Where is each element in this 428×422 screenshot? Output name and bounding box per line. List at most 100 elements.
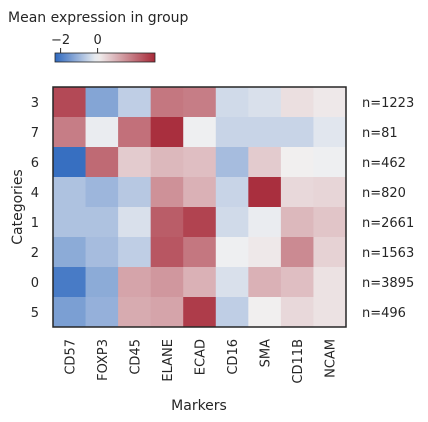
heatmap-cell <box>248 147 282 178</box>
heatmap-cell <box>215 237 249 268</box>
count-label: n=820 <box>362 186 406 201</box>
heatmap-cell <box>248 87 282 118</box>
heatmap-cell <box>53 297 86 328</box>
heatmap-cell <box>118 147 152 178</box>
colorbar <box>54 52 156 63</box>
heatmap-cell <box>85 237 119 268</box>
heatmap-cell <box>150 207 184 238</box>
heatmap-cell <box>53 267 86 298</box>
heatmap-cell <box>183 297 217 328</box>
heatmap-cell <box>85 87 119 118</box>
heatmap-cell <box>85 117 119 148</box>
heatmap-cell <box>248 177 282 208</box>
heatmap-cell <box>215 147 249 178</box>
heatmap-cell <box>248 297 282 328</box>
x-axis-title: Markers <box>171 398 227 414</box>
heatmap-cell <box>118 237 152 268</box>
heatmap-cell <box>118 177 152 208</box>
heatmap-cell <box>215 117 249 148</box>
x-tick-label: CD11B <box>291 339 306 384</box>
heatmap-cell <box>53 147 86 178</box>
colorbar-ticks: −2 0 <box>51 33 102 53</box>
heatmap-cell <box>313 267 347 298</box>
y-tick-label: 5 <box>31 306 39 321</box>
heatmap-cell <box>183 237 217 268</box>
x-tick-label: ECAD <box>194 339 209 375</box>
heatmap-cell <box>118 117 152 148</box>
count-label: n=462 <box>362 156 406 171</box>
x-tick-label: ELANE <box>161 339 176 382</box>
heatmap-cell <box>248 237 282 268</box>
y-tick-label: 3 <box>31 96 39 111</box>
heatmap-cell <box>183 87 217 118</box>
heatmap-cell <box>150 237 184 268</box>
x-tick-label: CD45 <box>128 339 143 375</box>
heatmap-cell <box>150 117 184 148</box>
y-tick-label: 6 <box>31 156 39 171</box>
heatmap-cell <box>280 147 314 178</box>
y-tick-label: 7 <box>31 126 39 141</box>
heatmap-cell <box>248 267 282 298</box>
heatmap-cell <box>53 237 86 268</box>
heatmap-cell <box>183 147 217 178</box>
heatmap-cell <box>280 237 314 268</box>
heatmap-cell <box>53 117 86 148</box>
heatmap-cell <box>248 117 282 148</box>
count-label: n=496 <box>362 306 406 321</box>
count-label: n=2661 <box>362 216 414 231</box>
heatmap-cell <box>313 87 347 118</box>
heatmap-cell <box>118 87 152 118</box>
heatmap-cell <box>85 207 119 238</box>
heatmap-cells <box>53 87 347 328</box>
heatmap-cell <box>280 87 314 118</box>
heatmap-cell <box>118 207 152 238</box>
x-tick-labels: CD57 FOXP3 CD45 ELANE ECAD CD16 SMA CD11B NCAM <box>63 339 338 384</box>
y-tick-label: 1 <box>31 216 39 231</box>
y-tick-label: 4 <box>31 186 39 201</box>
heatmap-cell <box>53 177 86 208</box>
count-label: n=81 <box>362 126 398 141</box>
x-tick-label: CD16 <box>226 339 241 375</box>
heatmap-cell <box>183 177 217 208</box>
heatmap-cell <box>53 207 86 238</box>
y-tick-label: 2 <box>31 246 39 261</box>
colorbar-title: Mean expression in group <box>8 10 189 26</box>
plot-frame <box>52 86 347 328</box>
heatmap-cell <box>313 297 347 328</box>
y-tick-labels: 3 7 6 4 1 2 0 5 <box>31 96 39 321</box>
heatmap-cell <box>313 177 347 208</box>
heatmap-cell <box>280 297 314 328</box>
heatmap-cell <box>118 297 152 328</box>
heatmap-cell <box>150 297 184 328</box>
heatmap-cell <box>215 207 249 238</box>
heatmap-cell <box>53 87 86 118</box>
heatmap-cell <box>183 267 217 298</box>
heatmap-cell <box>150 177 184 208</box>
heatmap-cell <box>85 177 119 208</box>
count-label: n=1563 <box>362 246 414 261</box>
y-tick-label: 0 <box>31 276 39 291</box>
heatmap-cell <box>248 207 282 238</box>
heatmap-cell <box>313 147 347 178</box>
heatmap-cell <box>85 267 119 298</box>
heatmap-cell <box>215 177 249 208</box>
heatmap-cell <box>313 207 347 238</box>
x-tick-label: NCAM <box>324 339 339 378</box>
x-tick-label: CD57 <box>63 339 78 375</box>
heatmap-cell <box>313 237 347 268</box>
heatmap-cell <box>183 207 217 238</box>
heatmap-cell <box>150 87 184 118</box>
heatmap-cell <box>85 297 119 328</box>
count-label: n=1223 <box>362 96 414 111</box>
x-tick-label: SMA <box>259 339 274 367</box>
heatmap-cell <box>183 117 217 148</box>
heatmap-cell <box>280 117 314 148</box>
count-label: n=3895 <box>362 276 414 291</box>
heatmap-cell <box>215 87 249 118</box>
heatmap-cell <box>280 207 314 238</box>
heatmap-cell <box>85 147 119 178</box>
y-axis-title: Categories <box>10 169 26 244</box>
heatmap-cell <box>150 267 184 298</box>
heatmap-cell <box>150 147 184 178</box>
